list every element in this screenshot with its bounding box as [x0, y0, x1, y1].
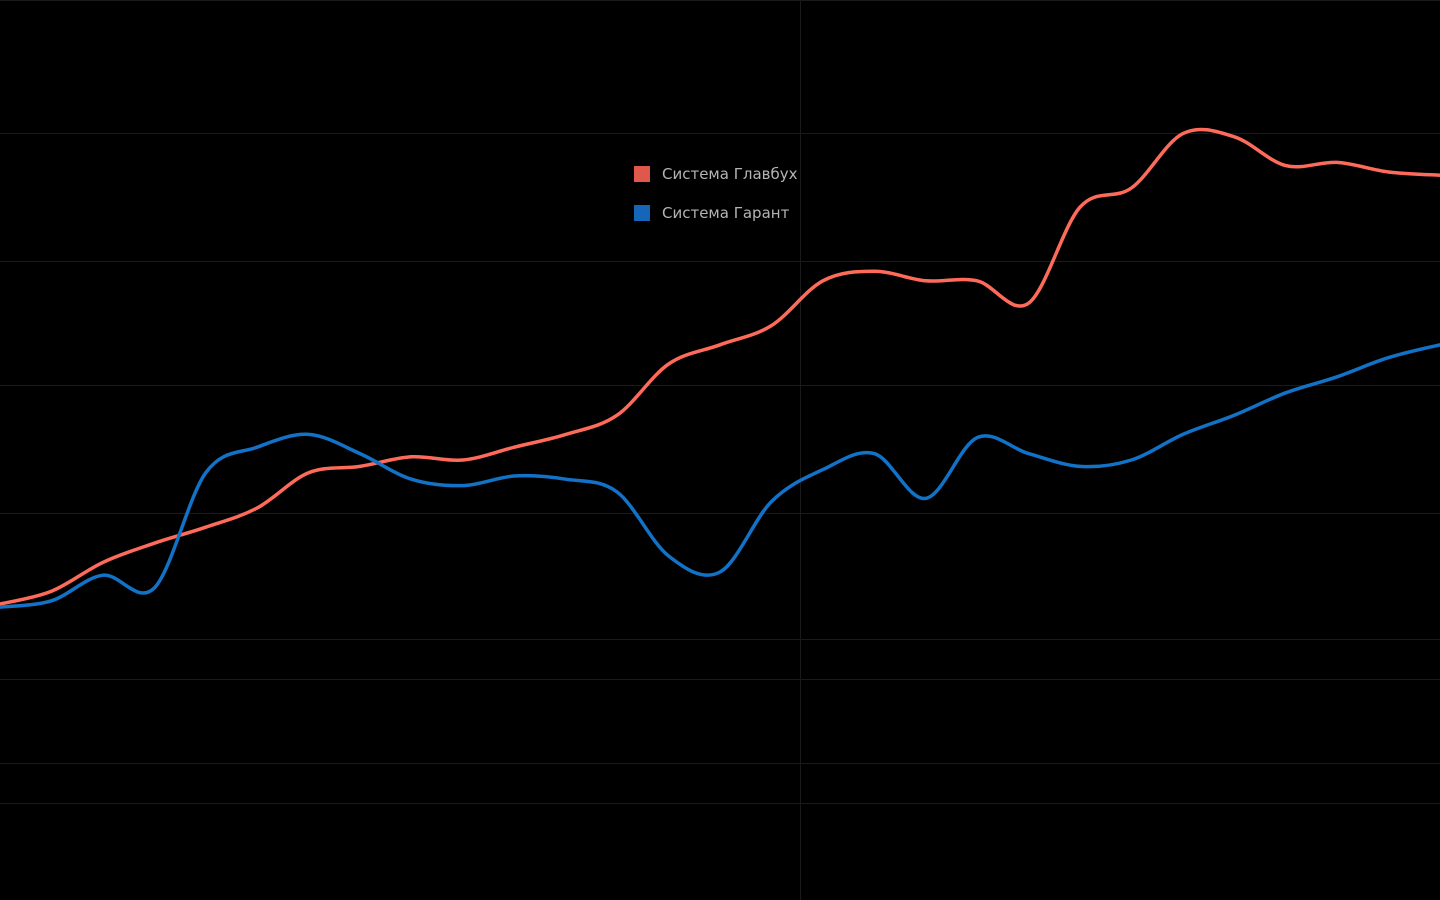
legend-swatch-glavbukh	[634, 166, 650, 182]
legend-label-glavbukh: Система Главбух	[662, 165, 798, 183]
legend-item-garant[interactable]: Система Гарант	[634, 203, 797, 223]
legend-label-garant: Система Гарант	[662, 204, 790, 222]
series-layer	[0, 127, 1440, 609]
series-line-0[interactable]	[0, 127, 1440, 606]
legend-item-glavbukh[interactable]: Система Главбух	[634, 164, 797, 184]
series-line-1[interactable]	[0, 343, 1440, 609]
chart-legend: Система Главбух Система Гарант	[634, 164, 797, 242]
legend-swatch-garant	[634, 205, 650, 221]
